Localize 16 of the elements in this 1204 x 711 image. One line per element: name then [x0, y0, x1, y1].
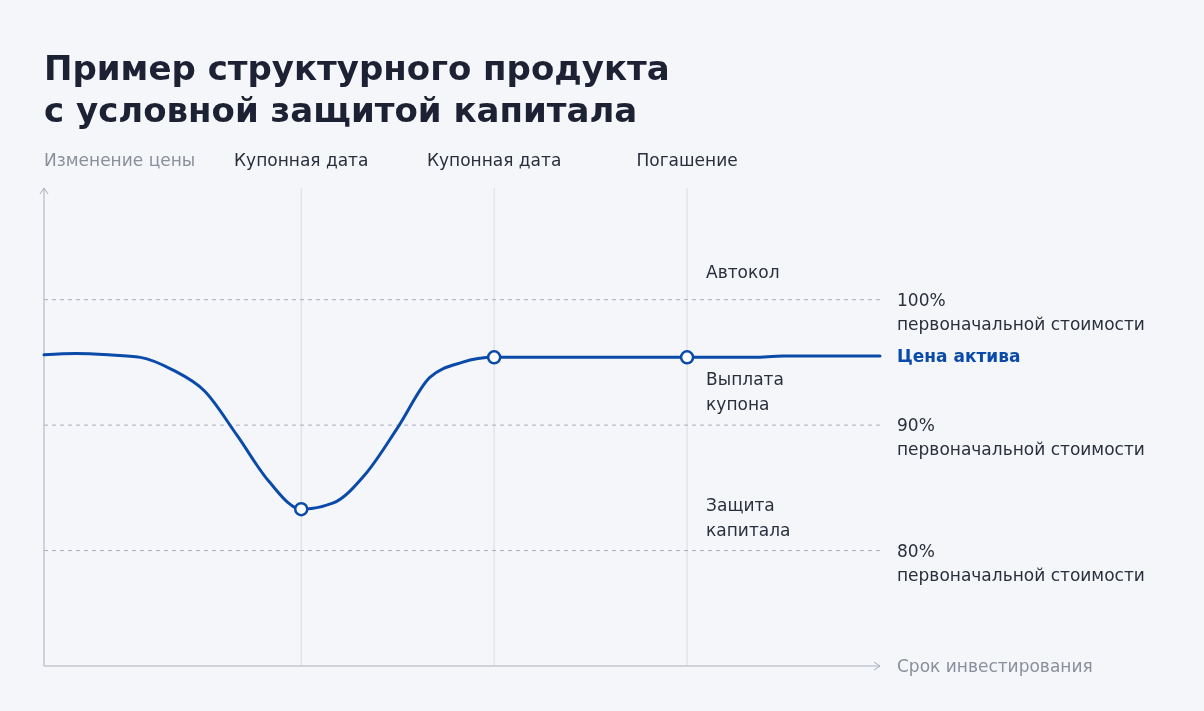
x-axis-title: Срок инвестирования: [897, 656, 1093, 676]
y-tick-label: 100%: [897, 289, 946, 310]
ref-line-label: первоначальной стоимости: [897, 564, 1145, 585]
x-tick-label: Купонная дата: [426, 150, 562, 170]
annotation: Автокол: [706, 261, 780, 282]
x-tick-label: Погашение: [636, 150, 738, 170]
annotation: Защита капитала: [706, 494, 791, 540]
y-axis-title: Изменение цены: [44, 150, 196, 170]
series-label: Цена актива: [897, 346, 1021, 367]
y-tick-label: 80%: [897, 540, 935, 561]
x-tick-label: Купонная дата: [234, 150, 369, 170]
annotation: Выплата купона: [706, 369, 784, 415]
ref-line-label: первоначальной стоимости: [897, 439, 1145, 460]
y-tick-label: 90%: [897, 415, 935, 436]
chart-title: Пример структурного продукта с условной защитой капитала: [44, 48, 670, 130]
ref-line-label: первоначальной стоимости: [897, 313, 1145, 334]
